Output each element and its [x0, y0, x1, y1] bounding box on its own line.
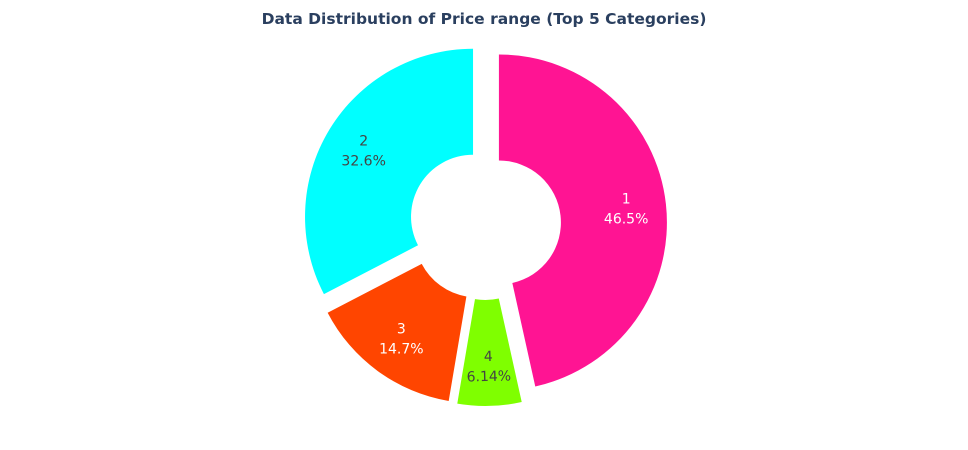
- pie-slice-2: [305, 48, 474, 295]
- slice-percent-label: 32.6%: [341, 153, 385, 169]
- slice-category-label: 3: [397, 322, 406, 338]
- pie-slice-3: [327, 263, 467, 401]
- slice-percent-label: 14.7%: [379, 342, 423, 358]
- slice-label-4: 4 6.14%: [466, 349, 511, 386]
- slice-percent-label: 46.5%: [604, 212, 648, 228]
- chart-title: Data Distribution of Price range (Top 5 …: [261, 10, 707, 28]
- slice-label-1: 1 46.5%: [604, 192, 648, 228]
- slice-label-3: 3 14.7%: [379, 322, 423, 358]
- pie-slice-4: [457, 298, 522, 406]
- pie-slice-1: [498, 54, 667, 387]
- slice-category-label: 1: [622, 192, 631, 208]
- slice-category-label: 2: [359, 133, 368, 149]
- slice-category-label: 4: [484, 349, 493, 365]
- slice-label-2: 2 32.6%: [341, 133, 385, 169]
- slice-percent-label: 6.14%: [466, 368, 511, 385]
